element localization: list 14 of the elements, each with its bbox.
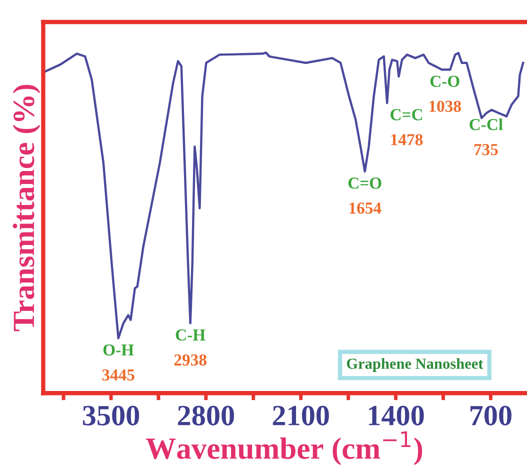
- annotation: O-H 3445: [102, 344, 134, 381]
- x-tick-label: 2800: [178, 406, 234, 426]
- y-axis-title: Transmittance (%): [12, 84, 40, 332]
- x-tick-label: 1400: [368, 406, 424, 426]
- text: Graphene Nanosheet: [346, 358, 484, 372]
- annotation: C-H 2938: [174, 329, 206, 366]
- x-tick-label: 700: [470, 406, 512, 426]
- annotation: C=O 1654: [348, 178, 382, 214]
- annotation: C-Cl 735: [470, 118, 503, 156]
- x-tick-label: 2100: [272, 406, 329, 426]
- annotation: C=C 1478: [390, 109, 423, 146]
- annotation: C-O 1038: [430, 76, 461, 112]
- x-tick-label: 3500: [82, 406, 140, 426]
- x-axis-title: Wavenumber (cm$^{−1}$): [146, 431, 422, 466]
